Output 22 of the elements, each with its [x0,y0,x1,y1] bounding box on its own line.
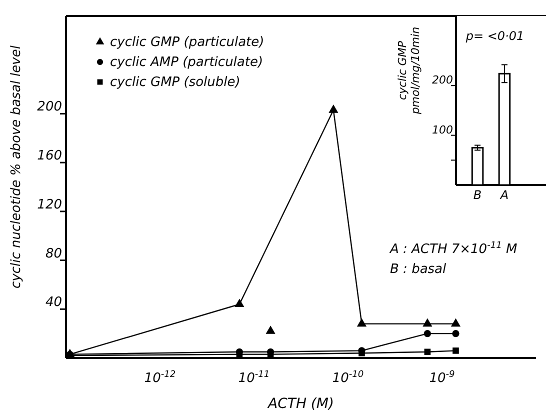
annotation: A : ACTH 7×10$^{-11}$ M [389,241,518,257]
y-tick-label: 120 [37,197,62,212]
y-axis-title: cyclic nucleotide % above basal level [9,45,24,288]
x-tick-label: 10$^{-12}$ [144,370,176,386]
legend-label: cyclic AMP (particulate) [110,55,264,70]
y-axis-title: cyclic GMP pmol/mg/10min [396,26,422,116]
y-tick-label: 80 [45,246,62,262]
y-tick-label: 200 [37,100,62,115]
y-tick-label: 40 [45,295,62,310]
y-tick-label: 160 [37,148,62,164]
x-tick-label: 10$^{-11}$ [238,370,270,386]
annotation: p= <0·01 [464,29,524,43]
x-axis-title: ACTH (M) [267,396,334,412]
x-tick-label: B [473,188,482,202]
x-tick-label: A [499,188,509,202]
y-tick-label: 200 [432,74,453,87]
y-tick-label: 100 [432,123,453,136]
annotation: B : basal [390,262,447,277]
x-tick-label: 10$^{-9}$ [429,370,456,386]
legend-label: cyclic GMP (particulate) [110,35,264,50]
x-tick-label: 10$^{-10}$ [332,370,364,386]
legend-label: cyclic GMP (soluble) [110,75,240,90]
